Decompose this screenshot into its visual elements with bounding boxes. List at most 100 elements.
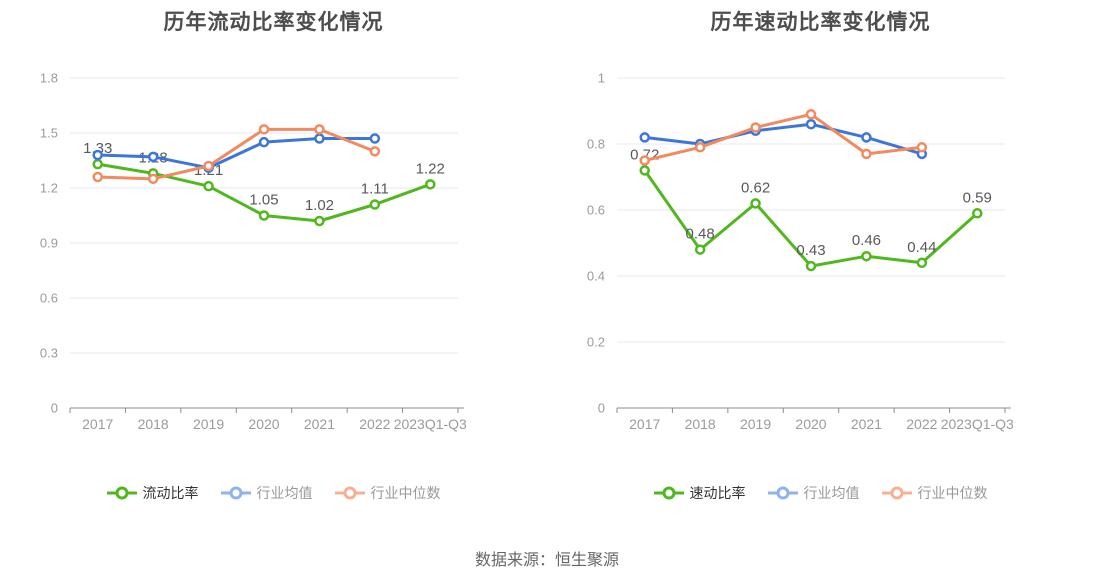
data-point-label: 0.62 <box>741 179 770 196</box>
legend-marker-circle <box>229 486 242 500</box>
series-line <box>96 127 377 181</box>
x-axis-tick-label: 2017 <box>629 416 660 432</box>
line-series-icon <box>653 486 684 500</box>
y-axis-tick-label: 0.4 <box>587 269 605 284</box>
data-point-marker[interactable] <box>92 158 103 170</box>
legend-item-industry-mean[interactable]: 行业均值 <box>767 483 860 503</box>
data-point-label: 1.11 <box>361 181 389 198</box>
y-axis-tick-label: 0 <box>51 401 58 416</box>
data-point-marker[interactable] <box>369 199 381 210</box>
legend-item-industry-mean[interactable]: 行业均值 <box>220 483 313 503</box>
line-series-icon <box>106 486 137 500</box>
data-point-marker[interactable] <box>694 244 706 255</box>
x-axis-tick-label: 2021 <box>851 416 882 432</box>
legend-item-industry-median[interactable]: 行业中位数 <box>334 483 441 503</box>
quick-ratio-legend: 速动比率 行业均值 行业中位数 <box>547 483 1094 503</box>
data-point-marker[interactable] <box>92 171 103 183</box>
data-point-marker[interactable] <box>805 260 817 272</box>
quick-ratio-chart-title: 历年速动比率变化情况 <box>710 11 931 34</box>
data-point-marker[interactable] <box>861 148 872 160</box>
y-axis-tick-label: 1 <box>598 71 605 86</box>
legend-label-industry-mean: 行业均值 <box>803 485 860 501</box>
data-point-marker[interactable] <box>369 146 381 157</box>
y-axis-tick-label: 0.8 <box>587 137 605 152</box>
legend-item-quick-ratio[interactable]: 速动比率 <box>653 483 746 503</box>
legend-marker-circle <box>662 486 675 500</box>
data-source-caption: 数据来源：恒生聚源 <box>474 552 619 569</box>
data-point-marker[interactable] <box>314 124 325 135</box>
data-point-marker[interactable] <box>639 155 650 166</box>
legend-item-industry-median[interactable]: 行业中位数 <box>881 483 988 503</box>
legend-item-current-ratio[interactable]: 流动比率 <box>106 483 199 503</box>
data-point-marker[interactable] <box>147 151 159 163</box>
legend-marker-circle <box>343 486 356 500</box>
data-point-marker[interactable] <box>147 173 159 185</box>
y-axis-tick-label: 1.5 <box>40 126 58 141</box>
legend-marker-circle <box>115 486 128 500</box>
data-point-label: 0.44 <box>907 239 936 256</box>
x-axis-tick-label: 2022 <box>906 416 937 432</box>
legend-marker-circle <box>890 486 903 500</box>
x-axis-tick-label: 2017 <box>82 416 113 432</box>
current-ratio-plot-area: 0 0.3 0.6 0.9 1.2 1.5 1.8 2017 2018 2019 2020 2021 2… <box>40 71 467 433</box>
legend-label-industry-mean: 行业均值 <box>256 485 313 501</box>
data-point-marker[interactable] <box>314 215 325 227</box>
legend-label-industry-median: 行业中位数 <box>370 485 441 501</box>
current-ratio-chart-panel: 历年流动比率变化情况 0 0.3 0.6 0.9 1.2 1.5 1.8 2017 2018 20… <box>0 0 547 520</box>
data-point-label: 0.46 <box>852 232 881 249</box>
y-axis-tick-label: 1.2 <box>40 181 58 196</box>
x-axis-tick-label: 2022 <box>359 416 390 432</box>
data-point-label: 1.02 <box>305 197 334 214</box>
data-point-marker[interactable] <box>639 165 650 176</box>
series-line <box>643 112 924 162</box>
x-axis-tick-label: 2023Q1-Q3 <box>394 416 467 432</box>
legend-label-industry-median: 行业中位数 <box>917 485 988 501</box>
data-point-label: 1.22 <box>416 160 445 177</box>
data-point-marker[interactable] <box>916 257 928 269</box>
quick-ratio-chart-panel: 历年速动比率变化情况 0 0.2 0.4 0.6 0.8 1 2017 2018 2019 202… <box>547 0 1094 520</box>
y-axis-tick-label: 0.9 <box>40 236 58 251</box>
data-point-marker[interactable] <box>369 133 381 144</box>
line-series-icon <box>334 486 365 500</box>
data-point-marker[interactable] <box>314 133 325 144</box>
y-axis-tick-label: 0 <box>598 401 605 416</box>
x-axis-tick-label: 2018 <box>685 416 716 432</box>
x-axis-tick-label: 2023Q1-Q3 <box>941 416 1014 432</box>
data-point-label: 0.43 <box>796 242 825 259</box>
current-ratio-chart-title: 历年流动比率变化情况 <box>163 11 384 34</box>
data-point-label: 1.05 <box>249 192 278 209</box>
data-point-marker[interactable] <box>258 136 270 148</box>
data-point-marker[interactable] <box>203 180 214 192</box>
data-point-label: 1.33 <box>83 140 112 157</box>
data-point-marker[interactable] <box>694 142 706 153</box>
data-point-label: 0.48 <box>686 226 715 243</box>
x-axis-tick-label: 2020 <box>795 416 826 432</box>
data-point-marker[interactable] <box>750 198 761 209</box>
data-point-marker[interactable] <box>639 132 650 143</box>
data-point-marker[interactable] <box>805 118 817 130</box>
series-line <box>96 137 377 170</box>
data-point-marker[interactable] <box>258 124 270 135</box>
line-series-icon <box>220 486 251 500</box>
data-point-marker[interactable] <box>861 132 872 143</box>
x-axis-tick-label: 2019 <box>193 416 224 432</box>
data-point-marker[interactable] <box>203 160 214 172</box>
data-point-marker[interactable] <box>750 122 761 133</box>
legend-marker-circle <box>776 486 789 500</box>
y-axis-tick-label: 0.6 <box>40 291 58 306</box>
y-axis-tick-label: 0.3 <box>40 346 58 361</box>
data-point-marker[interactable] <box>861 250 872 262</box>
data-point-marker[interactable] <box>92 149 103 161</box>
legend-label-quick-ratio: 速动比率 <box>689 485 746 501</box>
data-point-marker[interactable] <box>805 109 817 120</box>
series-line <box>643 122 924 156</box>
line-series-icon <box>767 486 798 500</box>
legend-label-current-ratio: 流动比率 <box>142 485 199 501</box>
data-point-marker[interactable] <box>258 210 270 221</box>
x-axis-tick-label: 2020 <box>248 416 279 432</box>
y-axis-tick-label: 0.6 <box>587 203 605 218</box>
data-point-marker[interactable] <box>972 208 983 219</box>
x-axis-tick-label: 2021 <box>304 416 335 432</box>
data-point-marker[interactable] <box>916 142 928 153</box>
data-point-marker[interactable] <box>425 179 436 190</box>
